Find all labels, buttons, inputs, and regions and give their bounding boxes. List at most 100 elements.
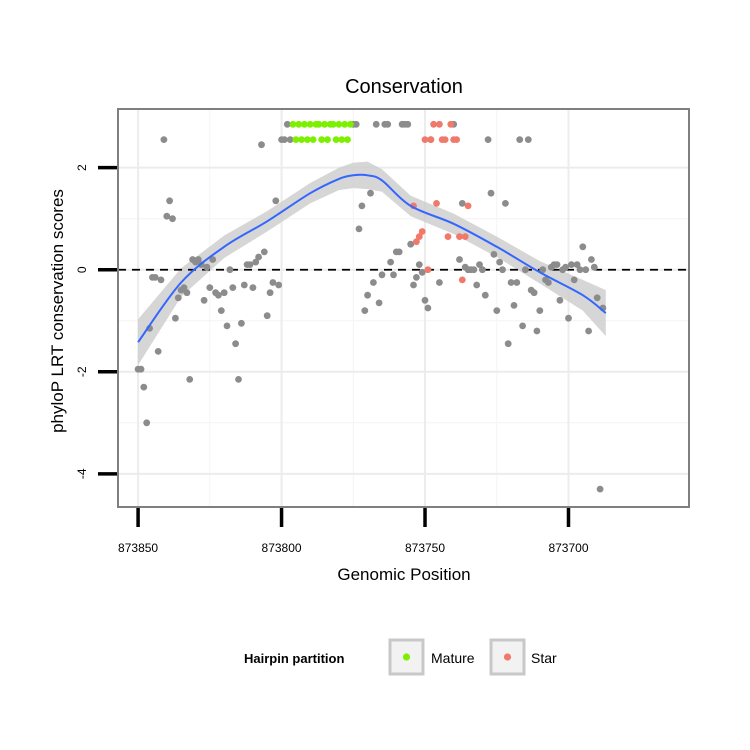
data-point — [456, 256, 463, 263]
plot-panel — [117, 108, 690, 508]
data-point — [174, 294, 182, 302]
data-point — [413, 274, 420, 281]
data-point-mature — [289, 120, 297, 128]
data-point-mature — [304, 136, 311, 144]
data-point — [499, 266, 506, 274]
data-point-mature — [321, 120, 328, 128]
data-point — [493, 307, 501, 314]
data-point — [596, 485, 604, 493]
data-point — [404, 120, 412, 128]
data-point-mature — [344, 136, 351, 144]
data-point — [194, 256, 202, 263]
data-point — [163, 212, 171, 220]
data-point — [415, 261, 423, 268]
data-point — [260, 248, 268, 256]
data-point-star — [464, 202, 472, 210]
data-point — [249, 284, 257, 291]
confidence-band — [138, 161, 606, 366]
data-point-mature — [306, 120, 314, 128]
data-point — [180, 284, 188, 291]
data-point — [281, 136, 288, 144]
data-point — [496, 258, 503, 266]
data-point — [166, 197, 174, 205]
legend-title: Hairpin partition — [244, 651, 344, 666]
data-point — [519, 322, 526, 330]
data-point-star — [444, 233, 452, 241]
data-point-mature — [332, 136, 340, 144]
x-tick-label: 873750 — [405, 541, 445, 555]
data-point-star — [447, 120, 455, 128]
data-point-mature — [309, 136, 317, 144]
data-point — [355, 225, 363, 233]
data-point — [530, 289, 538, 297]
data-point — [524, 136, 532, 144]
data-point — [367, 189, 374, 197]
data-point-star — [458, 276, 466, 284]
data-point — [143, 419, 151, 427]
data-point — [473, 281, 481, 289]
data-point-star — [421, 136, 429, 144]
legend: Hairpin partition Mature Star — [244, 638, 557, 676]
data-point-star — [461, 233, 469, 241]
data-point — [154, 348, 162, 355]
data-point — [504, 340, 512, 348]
data-point — [565, 314, 572, 322]
data-point — [263, 312, 271, 320]
data-point — [169, 215, 176, 223]
data-point — [536, 307, 544, 314]
data-point — [490, 251, 498, 258]
data-point — [516, 136, 524, 144]
data-point-star — [430, 120, 437, 128]
legend-item-mature: Mature — [388, 638, 475, 676]
data-point — [568, 261, 575, 268]
data-point — [502, 200, 509, 207]
data-point — [378, 271, 386, 279]
data-point — [593, 294, 601, 302]
data-point — [160, 136, 168, 144]
chart-title: Conservation — [345, 76, 463, 98]
data-point — [487, 189, 495, 197]
legend-label-mature: Mature — [431, 650, 475, 666]
data-point — [151, 274, 159, 281]
data-point — [183, 289, 191, 297]
data-point — [387, 258, 394, 266]
data-point — [458, 200, 466, 207]
data-point — [358, 202, 366, 210]
data-point — [590, 263, 598, 271]
data-point — [436, 279, 443, 286]
data-point — [522, 266, 529, 274]
data-point — [372, 120, 380, 128]
data-point — [545, 279, 552, 286]
data-point — [585, 327, 592, 335]
data-point — [206, 284, 214, 291]
data-point — [570, 276, 578, 284]
data-point — [384, 120, 392, 128]
data-point — [513, 279, 521, 286]
data-point — [286, 136, 294, 144]
data-point — [576, 266, 584, 274]
y-tick-label: 2 — [75, 164, 89, 171]
data-point — [258, 141, 265, 149]
data-point — [269, 279, 277, 286]
y-tick-label: -4 — [75, 468, 89, 479]
smooth-trend-line — [137, 173, 607, 343]
data-point-mature — [295, 120, 303, 128]
data-point-star — [453, 136, 460, 144]
data-point — [410, 281, 417, 289]
data-point — [407, 240, 415, 248]
data-point — [364, 291, 371, 299]
data-point — [579, 243, 587, 251]
data-point — [186, 376, 194, 383]
data-point — [215, 291, 222, 299]
data-point — [172, 314, 179, 322]
data-point — [235, 376, 242, 383]
data-point — [283, 120, 291, 128]
data-point-mature — [318, 136, 326, 144]
data-point — [375, 299, 383, 307]
data-point — [217, 307, 225, 314]
y-axis-title: phyloP LRT conservation scores — [48, 189, 67, 433]
data-point-mature — [292, 136, 300, 144]
data-point — [238, 319, 245, 327]
